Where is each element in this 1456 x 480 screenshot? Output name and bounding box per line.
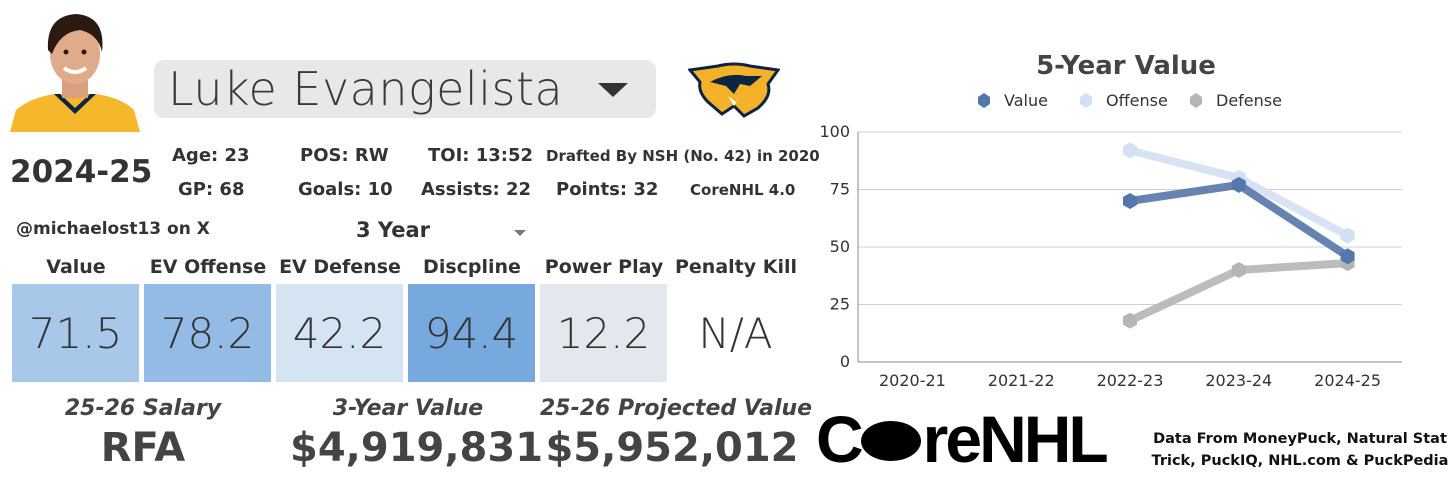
metric-label-power-play: Power Play [544, 256, 664, 278]
player-photo [10, 10, 140, 132]
stat-points: Points: 32 [556, 179, 659, 200]
three-year-value-label: 3-Year Value [332, 396, 484, 421]
data-point [1340, 248, 1355, 265]
model-version: CoreNHL 4.0 [690, 181, 796, 199]
stat-toi: TOI: 13:52 [428, 145, 534, 166]
x-tick-label: 2024-25 [1314, 371, 1381, 390]
five-year-value-chart: 5-Year Value Value Offense Defense 0 25 50 75 10… [810, 40, 1446, 400]
player-name: Luke Evangelista [168, 62, 564, 116]
data-point [1123, 193, 1137, 209]
stat-position: POS: RW [300, 145, 389, 166]
metric-label-discipline: Discpline [423, 256, 521, 278]
metric-box-power-play: 12.2 [540, 284, 667, 382]
data-point [1340, 227, 1355, 244]
metric-label-ev-offense: EV Offense [149, 256, 267, 278]
stat-goals: Goals: 10 [298, 179, 393, 200]
legend-marker [1190, 93, 1202, 108]
chart-title: 5-Year Value [1036, 51, 1216, 81]
metric-label-ev-defense: EV Defense [279, 256, 401, 278]
legend-label: Defense [1216, 91, 1282, 110]
data-point [1231, 262, 1246, 278]
data-source-credit: Data From MoneyPuck, Natural Stat Trick,… [1151, 431, 1449, 469]
x-tick-label: 2023-24 [1205, 371, 1272, 390]
salary-label: 25-26 Salary [64, 396, 222, 421]
projected-value: $5,952,012 [545, 425, 799, 471]
puck-icon [860, 420, 921, 461]
player-select[interactable]: Luke Evangelista [154, 60, 656, 118]
chevron-down-icon[interactable] [514, 230, 526, 236]
team-logo [687, 62, 781, 118]
metric-box-discipline: 94.4 [408, 284, 535, 382]
stat-drafted: Drafted By NSH (No. 42) in 2020 [546, 147, 820, 165]
salary-value: RFA [100, 425, 186, 471]
y-tick-label: 25 [830, 295, 850, 314]
stat-assists: Assists: 22 [421, 179, 532, 200]
x-tick-label: 2020-21 [879, 371, 946, 390]
x-tick-label: 2022-23 [1097, 371, 1164, 390]
legend-marker [978, 93, 990, 108]
legend-label: Offense [1106, 91, 1168, 110]
y-tick-label: 100 [819, 122, 850, 141]
data-point [1231, 176, 1246, 193]
stat-gp: GP: 68 [178, 179, 245, 200]
y-tick-label: 0 [840, 352, 850, 371]
stat-age: Age: 23 [172, 145, 250, 166]
period-select[interactable]: 3 Year [356, 218, 430, 242]
metric-box-ev-offense: 78.2 [144, 284, 271, 382]
legend-marker [1080, 93, 1092, 108]
data-point [1123, 312, 1137, 329]
data-point [1123, 142, 1137, 159]
metric-label-penalty-kill: Penalty Kill [674, 256, 797, 278]
metric-box-ev-defense: 42.2 [276, 284, 403, 382]
projected-value-label: 25-26 Projected Value [540, 396, 813, 421]
author-handle: @michaelost13 on X [16, 219, 210, 239]
three-year-value: $4,919,831 [290, 425, 544, 471]
metric-label-value: Value [46, 256, 106, 278]
chevron-down-icon[interactable] [598, 83, 628, 97]
y-tick-label: 75 [830, 180, 850, 199]
metric-box-penalty-kill: N/A [672, 284, 799, 382]
x-tick-label: 2021-22 [988, 371, 1055, 390]
metric-box-value: 71.5 [12, 284, 139, 382]
legend-label: Value [1004, 91, 1048, 110]
season-label: 2024-25 [10, 154, 153, 190]
y-tick-label: 50 [830, 237, 850, 256]
